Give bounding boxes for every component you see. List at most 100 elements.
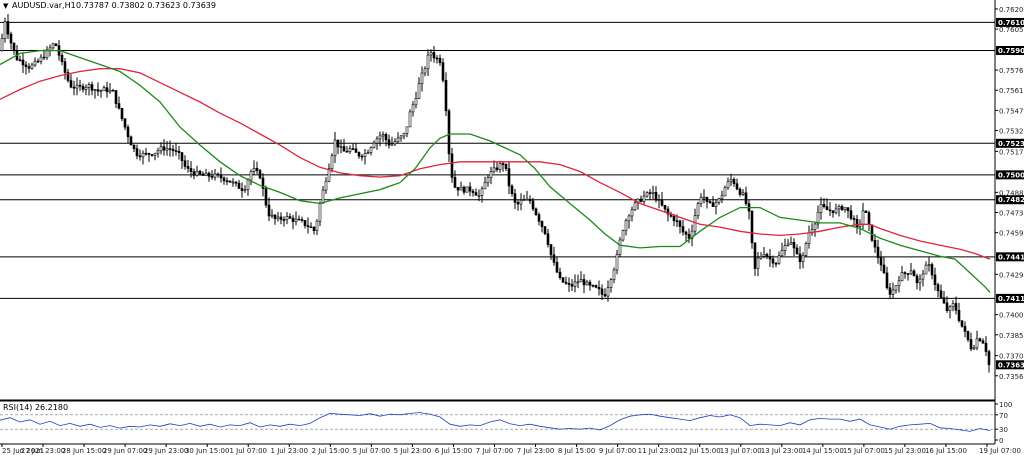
candle-body[interactable]	[936, 284, 940, 292]
candle-body[interactable]	[918, 278, 922, 284]
candle-body[interactable]	[900, 272, 904, 282]
candle-body[interactable]	[480, 188, 484, 196]
candle-body[interactable]	[798, 253, 802, 263]
candle-body[interactable]	[72, 86, 76, 89]
candle-body[interactable]	[189, 168, 193, 172]
candle-body[interactable]	[375, 138, 379, 144]
candle-body[interactable]	[114, 90, 118, 104]
candle-body[interactable]	[354, 148, 358, 153]
candle-body[interactable]	[489, 171, 493, 179]
candle-body[interactable]	[783, 245, 787, 251]
candle-body[interactable]	[201, 173, 205, 176]
candle-body[interactable]	[168, 148, 172, 150]
candle-body[interactable]	[825, 206, 829, 211]
candle-body[interactable]	[33, 60, 37, 66]
candle-body[interactable]	[834, 208, 838, 214]
candle-body[interactable]	[183, 160, 187, 167]
candle-body[interactable]	[678, 220, 682, 227]
candle-body[interactable]	[288, 216, 292, 219]
candle-body[interactable]	[603, 294, 607, 297]
candle-body[interactable]	[612, 269, 616, 280]
candle-body[interactable]	[336, 139, 340, 148]
candle-body[interactable]	[231, 181, 235, 184]
candle-body[interactable]	[903, 272, 907, 274]
candle-body[interactable]	[210, 176, 214, 178]
candle-body[interactable]	[765, 254, 769, 257]
candle-body[interactable]	[456, 187, 460, 191]
candle-body[interactable]	[735, 183, 739, 190]
candle-body[interactable]	[441, 62, 445, 81]
candle-body[interactable]	[576, 281, 580, 284]
candle-body[interactable]	[897, 280, 901, 287]
candle-body[interactable]	[960, 320, 964, 327]
candle-body[interactable]	[273, 214, 277, 220]
candle-body[interactable]	[51, 43, 55, 49]
candle-body[interactable]	[135, 148, 139, 157]
candle-body[interactable]	[156, 150, 160, 154]
candle-body[interactable]	[432, 52, 436, 59]
candle-body[interactable]	[249, 171, 253, 181]
candle-body[interactable]	[324, 180, 328, 191]
candle-body[interactable]	[477, 195, 481, 197]
candle-body[interactable]	[174, 150, 178, 152]
candle-body[interactable]	[534, 208, 538, 215]
candle-body[interactable]	[978, 338, 982, 342]
candle-body[interactable]	[915, 275, 919, 284]
candle-body[interactable]	[789, 242, 793, 245]
candle-body[interactable]	[741, 192, 745, 195]
candle-body[interactable]	[255, 168, 259, 171]
candle-body[interactable]	[180, 152, 184, 162]
candle-body[interactable]	[510, 185, 514, 194]
candle-body[interactable]	[864, 210, 868, 213]
candle-body[interactable]	[939, 290, 943, 298]
candle-body[interactable]	[801, 255, 805, 263]
candle-body[interactable]	[99, 90, 103, 92]
candle-body[interactable]	[267, 204, 271, 217]
candle-body[interactable]	[369, 147, 373, 153]
candle-body[interactable]	[12, 42, 16, 51]
candle-body[interactable]	[465, 186, 469, 193]
candle-body[interactable]	[36, 60, 40, 63]
candle-body[interactable]	[909, 270, 913, 275]
candle-body[interactable]	[411, 104, 415, 113]
candle-body[interactable]	[192, 171, 196, 176]
candle-body[interactable]	[495, 167, 499, 170]
candle-body[interactable]	[516, 202, 520, 205]
candle-body[interactable]	[870, 224, 874, 241]
candle-body[interactable]	[42, 56, 46, 59]
candle-body[interactable]	[663, 204, 667, 210]
candle-body[interactable]	[111, 89, 115, 92]
candle-body[interactable]	[525, 198, 529, 201]
candle-body[interactable]	[294, 218, 298, 222]
candle-body[interactable]	[186, 166, 190, 169]
candle-body[interactable]	[927, 264, 931, 266]
candle-body[interactable]	[402, 133, 406, 137]
candle-body[interactable]	[171, 148, 175, 151]
candle-body[interactable]	[579, 279, 583, 283]
candle-body[interactable]	[309, 226, 313, 229]
candle-body[interactable]	[540, 221, 544, 227]
candle-body[interactable]	[108, 89, 112, 93]
candle-body[interactable]	[306, 225, 310, 228]
candle-body[interactable]	[282, 219, 286, 221]
candle-body[interactable]	[366, 152, 370, 154]
candle-body[interactable]	[759, 256, 763, 259]
candle-body[interactable]	[39, 56, 43, 62]
candle-body[interactable]	[891, 289, 895, 295]
candle-body[interactable]	[504, 163, 508, 169]
candle-body[interactable]	[615, 254, 619, 271]
candle-body[interactable]	[543, 226, 547, 235]
candle-body[interactable]	[546, 233, 550, 245]
candle-body[interactable]	[177, 150, 181, 153]
candle-body[interactable]	[330, 155, 334, 170]
candle-body[interactable]	[381, 134, 385, 137]
candle-body[interactable]	[345, 150, 349, 153]
candle-body[interactable]	[483, 182, 487, 190]
candle-body[interactable]	[9, 33, 13, 44]
candle-body[interactable]	[435, 57, 439, 60]
candle-body[interactable]	[981, 340, 985, 344]
candle-body[interactable]	[450, 153, 454, 178]
candle-body[interactable]	[921, 273, 925, 280]
candle-body[interactable]	[234, 181, 238, 184]
candle-body[interactable]	[720, 195, 724, 199]
